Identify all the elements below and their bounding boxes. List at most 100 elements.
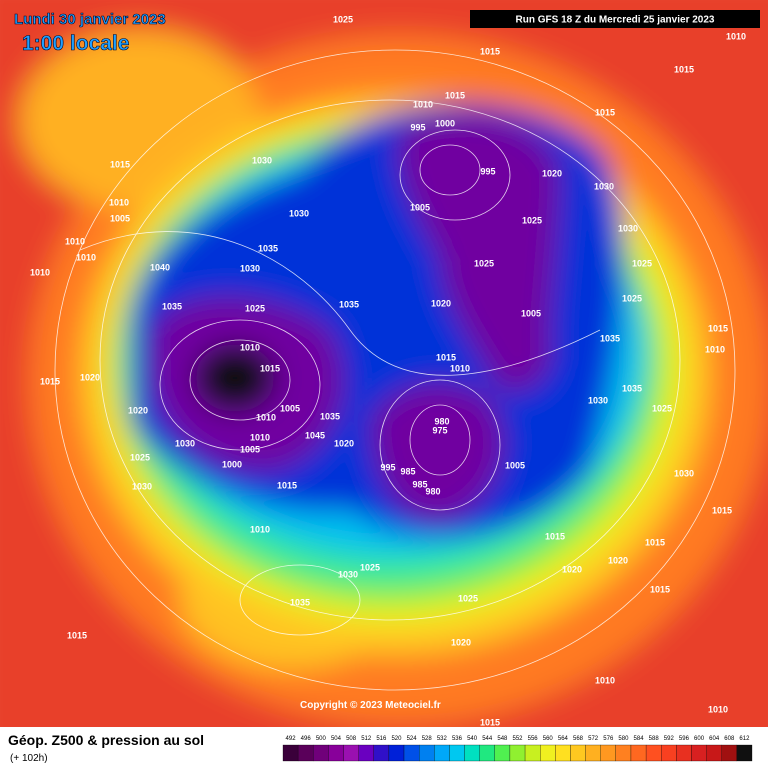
scale-swatch [630,744,647,762]
scale-swatch [494,744,511,762]
scale-label: 552 [512,736,523,742]
isobar-label: 1015 [545,531,565,541]
isobar-label: 1025 [632,258,652,268]
footer-title: Géop. Z500 & pression au sol [8,732,204,748]
scale-label: 492 [286,736,297,742]
isobar-label: 1030 [175,438,195,448]
scale-swatch [419,744,435,762]
isobar-label: 1035 [290,597,310,607]
isobar-label: 1005 [280,403,300,413]
isobar-label: 1035 [162,301,182,311]
scale-label: 544 [482,736,493,742]
scale-swatch [313,744,329,762]
isobar-label: 1000 [435,118,455,128]
scale-swatch [600,744,616,762]
isobar-label: 1030 [674,468,694,478]
isobar-label: 995 [380,462,395,472]
isobar-label: 1035 [258,243,278,253]
isobar-label: 1005 [505,460,525,470]
isobar-label: 1030 [594,181,614,191]
isobar-label: 1015 [67,630,87,640]
scale-label: 556 [528,736,539,742]
scale-label: 500 [316,736,327,742]
scale-swatch [373,744,390,762]
scale-label: 548 [497,736,508,742]
scale-swatch [449,744,465,762]
scale-swatch [282,744,299,762]
isobar-label: 1025 [333,14,353,24]
scale-swatch [434,744,450,762]
isobar-label: 1025 [245,303,265,313]
scale-swatch [540,744,556,762]
isobar-label: 985 [412,479,427,489]
scale-swatch [676,744,692,762]
isobar-label: 1030 [132,481,152,491]
color-scale: 492 496 500 504 508 512 516 520 524 528 532 536 540 5… [282,736,753,762]
scale-label: 580 [618,736,629,742]
scale-swatch [570,744,586,762]
scale-swatch [615,744,632,762]
isobar-label: 1035 [622,383,642,393]
run-text: Run GFS 18 Z du Mercredi 25 janvier 2023 [516,15,715,26]
isobar-label: 1010 [109,197,129,207]
scale-label: 584 [634,736,645,742]
isobar-label: 1010 [705,344,725,354]
scale-swatch [691,744,707,762]
scale-label: 516 [376,736,387,742]
isobar-label: 1025 [652,403,672,413]
scale-swatch [555,744,571,762]
isobar-label: 1030 [338,569,358,579]
isobar-label: 1015 [480,46,500,56]
isobar-label: 1015 [595,107,615,117]
lead-time: (+ 102h) [10,753,48,764]
isobar-label: 1035 [600,333,620,343]
run-box [470,10,760,28]
isobar-label: 975 [432,425,447,435]
scale-label: 588 [649,736,660,742]
isobar-label: 1030 [240,263,260,273]
isobar-label: 1015 [40,376,60,386]
scale-swatch [509,744,526,762]
isobar-label: 1030 [588,395,608,405]
isobar-label: 1010 [250,524,270,534]
isobar-lines [54,49,736,691]
isobar-label: 1020 [128,405,148,415]
isobar-label: 1000 [222,459,242,469]
isobar-label: 1015 [708,323,728,333]
isobar-label: 1015 [260,363,280,373]
scale-label: 600 [694,736,705,742]
isobar-label: 1025 [474,258,494,268]
scale-label: 560 [543,736,554,742]
scale-label: 512 [361,736,372,742]
scale-label: 504 [331,736,342,742]
isobar-label: 1015 [674,64,694,74]
isobar-label: 1020 [608,555,628,565]
isobar-label: 1025 [360,562,380,572]
isobar-label: 1010 [76,252,96,262]
isobar-label: 1035 [320,411,340,421]
isobar-label: 1010 [250,432,270,442]
scale-label: 536 [452,736,463,742]
time: 1:00 locale [22,32,129,55]
scale-swatch [585,744,601,762]
isobar-label: 985 [400,466,415,476]
date: Lundi 30 janvier 2023 [14,11,166,28]
isobar-label: 1015 [650,584,670,594]
isobar-label: 1010 [708,704,728,714]
scale-label: 568 [573,736,584,742]
isobar-label: 1020 [451,637,471,647]
isobar-label: 1015 [480,717,500,727]
isobar-label: 1020 [80,372,100,382]
isobar-label: 1010 [726,31,746,41]
isobar-label: 1005 [240,444,260,454]
scale-label: 528 [422,736,433,742]
isobar-label: 1015 [645,537,665,547]
scale-swatch [706,744,722,762]
scale-swatch [343,744,359,762]
isobar-label: 1035 [339,299,359,309]
scale-swatch [524,744,541,762]
scale-label: 496 [301,736,312,742]
isobar-label: 1010 [65,236,85,246]
